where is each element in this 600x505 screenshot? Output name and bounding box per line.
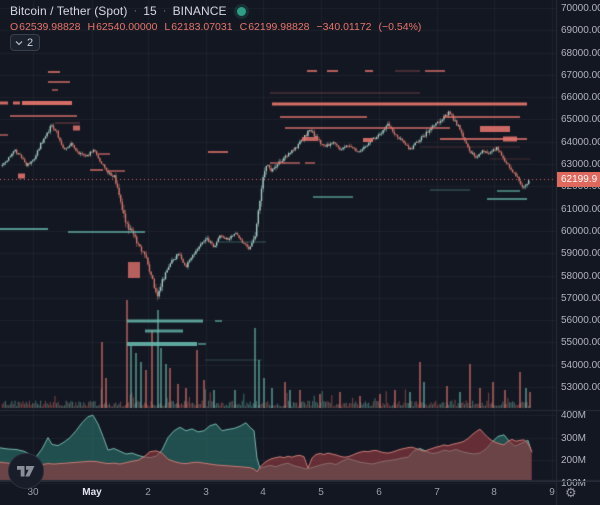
market-status-dot[interactable] xyxy=(236,6,246,16)
time-tick-label: 4 xyxy=(260,487,266,498)
price-tick-label: 59000.00 xyxy=(561,248,600,260)
price-tick-label: 69000.00 xyxy=(561,25,600,37)
chevron-down-icon xyxy=(15,40,23,46)
change-value: −340.01172 xyxy=(316,21,372,33)
price-tick-label: 58000.00 xyxy=(561,270,600,282)
tradingview-logo[interactable] xyxy=(8,453,44,489)
ohlc-row: O62539.98828 H62540.00000 L62183.07031 C621… xyxy=(10,21,422,33)
price-tick-label: 70000.00 xyxy=(561,2,600,14)
indicator-tick-label: 100M xyxy=(561,478,587,490)
time-tick-label: 7 xyxy=(434,487,440,498)
close-label: C xyxy=(239,21,248,33)
separator-dot: · xyxy=(133,5,138,17)
high-label: H xyxy=(87,21,96,33)
price-tick-label: 60000.00 xyxy=(561,225,600,237)
price-axis[interactable]: 70000.00 69000.00 68000.00 67000.00 66000.00… xyxy=(556,0,600,489)
price-tick-label: 65000.00 xyxy=(561,114,600,126)
indicator-tick-label: 200M xyxy=(561,455,587,467)
time-tick-label: 30 xyxy=(27,487,39,498)
time-tick-label: 3 xyxy=(203,487,209,498)
close-value: 62199.98828 xyxy=(248,21,310,33)
separator-dot: · xyxy=(162,5,167,17)
exchange-label[interactable]: BINANCE xyxy=(172,4,227,18)
legend-collapse-button[interactable]: 2 xyxy=(10,34,41,51)
price-tick-label: 66000.00 xyxy=(561,92,600,104)
price-tick-label: 55000.00 xyxy=(561,337,600,349)
price-tick-label: 68000.00 xyxy=(561,47,600,59)
chart-legend: Bitcoin / Tether (Spot) · 15 · BINANCE xyxy=(10,4,246,18)
price-tick-label: 53000.00 xyxy=(561,382,600,393)
time-tick-label: 9 xyxy=(549,487,555,498)
symbol-title[interactable]: Bitcoin / Tether (Spot) xyxy=(10,4,128,18)
price-tick-label: 54000.00 xyxy=(561,359,600,371)
indicator-tick-label: 300M xyxy=(561,432,587,444)
time-axis[interactable]: 30 May 2 3 4 5 6 7 8 9 xyxy=(0,481,600,505)
open-label: O xyxy=(10,21,19,33)
time-tick-label: 2 xyxy=(145,487,151,498)
time-tick-label: May xyxy=(82,487,102,498)
time-tick-label: 8 xyxy=(491,487,497,498)
price-tick-label: 63000.00 xyxy=(561,159,600,170)
change-percent: (−0.54%) xyxy=(378,21,422,33)
time-tick-label: 5 xyxy=(318,487,324,498)
last-price-label: 62199.9 xyxy=(557,172,600,187)
interval-label[interactable]: 15 xyxy=(143,4,157,18)
price-tick-label: 61000.00 xyxy=(561,203,600,215)
price-tick-label: 67000.00 xyxy=(561,69,600,81)
time-tick-label: 6 xyxy=(376,487,382,498)
price-tick-label: 57000.00 xyxy=(561,292,600,304)
indicator-tick-label: 400M xyxy=(561,409,587,421)
price-tick-label: 56000.00 xyxy=(561,315,600,327)
hidden-indicators-count: 2 xyxy=(27,36,34,49)
low-value: 62183.07031 xyxy=(171,21,233,33)
high-value: 62540.00000 xyxy=(96,21,158,33)
low-label: L xyxy=(164,21,171,33)
axis-settings-gear-icon[interactable]: ⚙ xyxy=(565,485,577,500)
price-tick-label: 64000.00 xyxy=(561,136,600,148)
open-value: 62539.98828 xyxy=(19,21,81,33)
tradingview-logo-glyph xyxy=(17,465,35,476)
